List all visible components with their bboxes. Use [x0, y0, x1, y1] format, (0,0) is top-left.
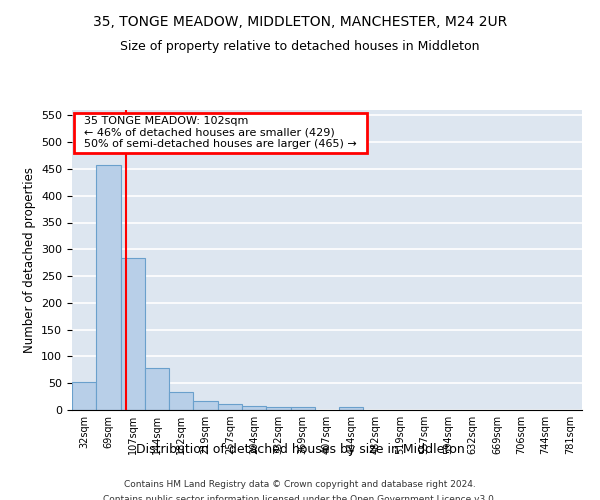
Bar: [339, 407, 364, 410]
Bar: [266, 407, 290, 410]
Text: Distribution of detached houses by size in Middleton: Distribution of detached houses by size …: [136, 442, 464, 456]
Bar: [290, 407, 315, 410]
Bar: [169, 392, 193, 410]
Text: Size of property relative to detached houses in Middleton: Size of property relative to detached ho…: [120, 40, 480, 53]
Bar: [72, 382, 96, 410]
Bar: [218, 404, 242, 410]
Text: 35 TONGE MEADOW: 102sqm  
  ← 46% of detached houses are smaller (429)  
  50% o: 35 TONGE MEADOW: 102sqm ← 46% of detache…: [77, 116, 364, 149]
Bar: [96, 165, 121, 410]
Text: 35, TONGE MEADOW, MIDDLETON, MANCHESTER, M24 2UR: 35, TONGE MEADOW, MIDDLETON, MANCHESTER,…: [93, 15, 507, 29]
Y-axis label: Number of detached properties: Number of detached properties: [23, 167, 35, 353]
Bar: [193, 402, 218, 410]
Bar: [242, 406, 266, 410]
Text: Contains public sector information licensed under the Open Government Licence v3: Contains public sector information licen…: [103, 495, 497, 500]
Text: Contains HM Land Registry data © Crown copyright and database right 2024.: Contains HM Land Registry data © Crown c…: [124, 480, 476, 489]
Bar: [121, 258, 145, 410]
Bar: [145, 368, 169, 410]
